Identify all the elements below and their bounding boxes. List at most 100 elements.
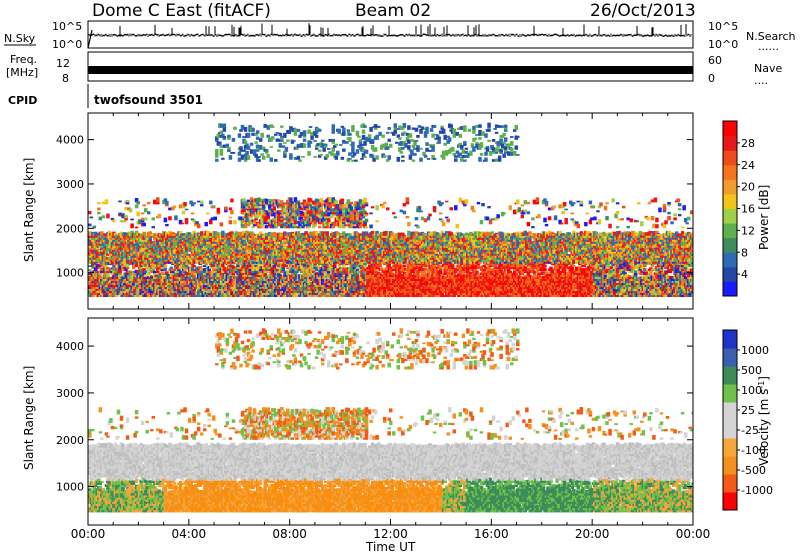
power-cell <box>296 155 301 160</box>
power-cell <box>269 272 273 276</box>
power-cell <box>146 211 151 215</box>
power-cell <box>124 244 128 248</box>
power-cell <box>292 203 296 209</box>
power-cell <box>153 199 157 205</box>
power-cell <box>248 271 252 276</box>
power-cell <box>221 133 225 138</box>
power-cell <box>296 243 301 246</box>
power-cell <box>292 287 296 292</box>
power-cell <box>304 248 308 252</box>
power-cell <box>254 132 258 136</box>
power-cell <box>115 237 119 240</box>
power-cell <box>205 251 210 254</box>
power-cell <box>227 255 231 258</box>
power-cell <box>209 219 213 225</box>
power-cell <box>319 206 323 211</box>
power-cell <box>269 140 273 142</box>
power-cell <box>231 273 236 278</box>
noise-left-tick-bottom: 10^0 <box>52 38 82 51</box>
power-cell <box>92 253 97 256</box>
power-cell <box>174 215 178 221</box>
power-cell <box>202 265 207 268</box>
power-cell <box>308 220 313 225</box>
power-cell <box>326 271 331 276</box>
power-cell <box>165 203 169 207</box>
power-cell <box>88 269 92 272</box>
power-cell <box>296 200 301 205</box>
power-cell <box>248 247 252 250</box>
power-cell <box>307 254 311 258</box>
power-cell <box>231 288 236 292</box>
power-cell <box>257 197 261 203</box>
power-cell <box>134 226 139 229</box>
power-cell <box>168 236 172 240</box>
power-cell <box>121 259 125 264</box>
power-cell <box>231 256 236 260</box>
power-cell <box>227 260 231 264</box>
power-cell <box>251 235 255 238</box>
power-cell <box>109 289 113 294</box>
freq-right-tick-bottom: 0 <box>708 72 715 85</box>
power-cell <box>178 253 183 256</box>
noise-trace <box>87 23 692 49</box>
power-cell <box>314 291 319 296</box>
beam-title: Beam 02 <box>355 1 431 21</box>
power-cell <box>283 210 287 215</box>
power-cell <box>100 267 104 272</box>
power-cell <box>314 256 319 260</box>
power-cell <box>331 253 336 258</box>
power-cell <box>121 269 125 272</box>
power-cell <box>246 155 251 160</box>
power-cell <box>209 200 213 205</box>
power-cell <box>172 254 177 258</box>
power-cell <box>180 222 184 225</box>
power-cell <box>196 200 201 203</box>
power-cell <box>94 261 98 264</box>
power-cell <box>245 202 249 207</box>
power-cell <box>112 263 116 268</box>
power-cell <box>298 134 302 138</box>
power-cell <box>186 239 190 242</box>
power-cell <box>143 274 148 278</box>
power-cell <box>89 254 94 258</box>
power-cell <box>183 268 187 272</box>
power-cell <box>281 202 286 207</box>
power-cell <box>257 203 261 207</box>
power-cell <box>280 137 284 140</box>
power-cell <box>334 247 339 250</box>
power-cell <box>254 153 258 158</box>
power-cell <box>308 211 313 217</box>
power-cell <box>221 235 225 238</box>
power-cell <box>139 267 143 274</box>
power-cell <box>336 256 340 260</box>
power-cell <box>242 287 246 292</box>
power-cell <box>323 156 328 160</box>
power-cell <box>313 262 317 266</box>
power-cell <box>317 201 322 207</box>
power-cell <box>286 270 290 276</box>
power-cell <box>103 272 107 278</box>
power-cell <box>264 240 269 242</box>
power-cell <box>101 201 106 205</box>
power-cell <box>301 202 305 205</box>
power-cell <box>323 217 328 221</box>
power-cell <box>205 212 210 215</box>
power-cell <box>255 136 260 140</box>
power-cell <box>260 218 264 223</box>
power-cell <box>264 251 269 256</box>
power-cell <box>225 293 230 298</box>
power-cell <box>266 221 270 225</box>
power-cell <box>269 211 273 215</box>
power-cell <box>212 205 216 209</box>
power-cell <box>267 137 272 140</box>
power-cell <box>165 248 169 252</box>
power-cell <box>146 250 151 254</box>
power-cell <box>245 150 249 156</box>
power-cell <box>330 281 334 284</box>
power-cell <box>331 127 336 132</box>
power-cell <box>101 215 106 219</box>
power-cell <box>254 269 258 276</box>
power-cell <box>336 231 340 236</box>
power-cell <box>302 287 307 292</box>
power-cell <box>237 133 242 138</box>
